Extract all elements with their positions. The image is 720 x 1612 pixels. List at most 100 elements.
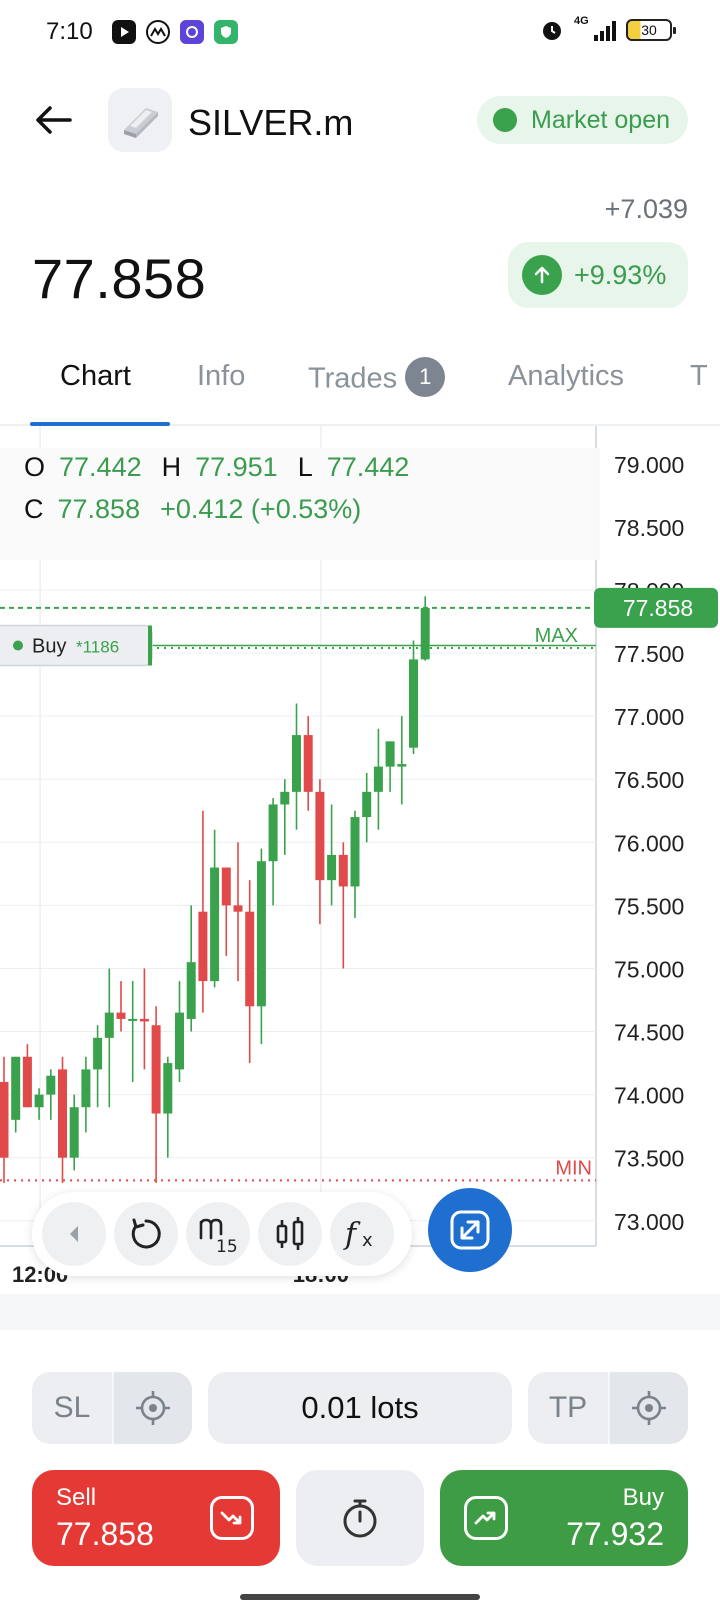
candle-body (34, 1094, 44, 1108)
ohlc-row-2: C 77.858 +0.412 (+0.53%) (24, 494, 367, 525)
battery-icon: 30 (626, 19, 676, 41)
candle-body (128, 1018, 138, 1021)
candle-body (81, 1069, 91, 1108)
y-tick-label: 73.500 (614, 1146, 684, 1172)
market-status-badge: Market open (477, 96, 688, 144)
y-tick-label: 75.500 (614, 893, 684, 919)
low-value: 77.442 (326, 452, 410, 482)
candle-body (420, 607, 430, 660)
candle-body (350, 817, 360, 887)
header: SILVER.m Market open (0, 82, 720, 158)
current-price-tag (594, 587, 718, 628)
take-profit-control[interactable]: TP (528, 1372, 688, 1444)
y-tick-label: 76.000 (614, 830, 684, 856)
candle-body (327, 854, 337, 881)
price-chart[interactable]: 79.00078.50078.00077.50077.00076.50076.0… (0, 426, 720, 1330)
status-bar: 7:10 4G 30 (0, 0, 720, 64)
stop-loss-label: SL (53, 1391, 91, 1424)
crosshair-icon (632, 1391, 666, 1425)
reset-chart-button[interactable] (114, 1202, 178, 1266)
current-price: 77.858 (32, 247, 207, 310)
tab-analytics[interactable]: Analytics (508, 360, 625, 392)
current-price-tag-label: 77.858 (623, 595, 693, 621)
candle-body (221, 867, 231, 906)
high-value: 77.951 (195, 452, 278, 482)
buy-price: 77.932 (566, 1516, 664, 1552)
signal-icon: 4G (574, 15, 616, 41)
position-side: Buy (32, 636, 66, 658)
trend-down-icon (210, 1496, 254, 1540)
status-right: 4G 30 (540, 15, 676, 42)
y-tick-label: 77.000 (614, 704, 684, 730)
chart-type-button[interactable] (258, 1202, 322, 1266)
timeframe-button[interactable]: 15 (186, 1202, 250, 1266)
candle-body (93, 1037, 103, 1070)
position-tag-edge (148, 625, 152, 666)
buy-button[interactable]: Buy 77.932 (440, 1470, 688, 1566)
candle-body (22, 1056, 32, 1108)
symbol-title: SILVER.m (188, 102, 354, 143)
candle-body (11, 1056, 21, 1120)
close-label: C (24, 494, 44, 524)
rotate-icon (131, 1218, 161, 1249)
y-tick-label: 74.500 (614, 1020, 684, 1046)
tab-truncated[interactable]: T (690, 360, 708, 392)
back-button[interactable] (32, 98, 76, 142)
candle-body (292, 735, 301, 792)
svg-text:f: f (343, 1217, 361, 1252)
max-label: MAX (535, 625, 578, 647)
fullscreen-button[interactable] (428, 1188, 512, 1272)
sell-button[interactable]: Sell 77.858 (32, 1470, 280, 1566)
tab-trades-label: Trades (308, 362, 398, 395)
chart-bottom-fade (0, 1294, 720, 1330)
tab-chart[interactable]: Chart (60, 360, 131, 392)
pending-order-timer-button[interactable] (296, 1470, 424, 1566)
arrow-up-icon (522, 255, 562, 295)
battery-level: 30 (641, 22, 657, 38)
home-indicator (240, 1594, 480, 1600)
toolbar-collapse-button[interactable] (42, 1202, 106, 1266)
ohlc-panel: O 77.442 H 77.951 L 77.442 C 77.858 +0.4… (0, 448, 600, 560)
buy-label: Buy (622, 1484, 664, 1511)
y-tick-label: 74.000 (614, 1083, 684, 1109)
candle-body (175, 1012, 184, 1070)
stopwatch-icon (343, 1499, 377, 1538)
candle-body (233, 905, 243, 912)
candle-body (397, 764, 407, 767)
candle-body (385, 741, 395, 767)
candle-body (409, 659, 418, 748)
take-profit-label: TP (548, 1391, 588, 1424)
candle-body (338, 854, 348, 887)
candle-body (315, 791, 325, 881)
candle-body (104, 1012, 114, 1038)
candle-body (245, 911, 255, 1007)
sell-label: Sell (56, 1484, 97, 1511)
y-tick-label: 73.000 (614, 1209, 684, 1235)
candle-body (69, 1107, 79, 1158)
status-app-icons (112, 20, 238, 44)
lot-size-field[interactable]: 0.01 lots (208, 1372, 512, 1444)
candlestick-chart[interactable]: 79.00078.50078.00077.50077.00076.50076.0… (0, 426, 720, 1330)
y-tick-label: 78.500 (614, 515, 684, 541)
tab-info[interactable]: Info (197, 360, 246, 392)
candles-icon (276, 1217, 304, 1250)
candle-body (198, 911, 208, 982)
alarm-icon (543, 22, 561, 40)
crosshair-icon (136, 1391, 170, 1425)
stop-loss-target-button[interactable] (112, 1372, 192, 1444)
shield-app-icon (214, 20, 238, 44)
tab-trades[interactable]: Trades 1 (308, 357, 446, 400)
arrow-left-icon (36, 106, 72, 134)
candle-body (139, 1018, 149, 1022)
caret-left-icon (70, 1226, 78, 1242)
candle-body (256, 861, 266, 1007)
ohlc-row-1: O 77.442 H 77.951 L 77.442 (24, 452, 415, 483)
stop-loss-control[interactable]: SL (32, 1372, 192, 1444)
market-status-label: Market open (531, 105, 670, 134)
high-label: H (161, 452, 182, 482)
sell-price: 77.858 (56, 1516, 154, 1552)
take-profit-target-button[interactable] (608, 1372, 688, 1444)
position-dot-icon (13, 640, 23, 651)
candle-body (46, 1075, 56, 1095)
